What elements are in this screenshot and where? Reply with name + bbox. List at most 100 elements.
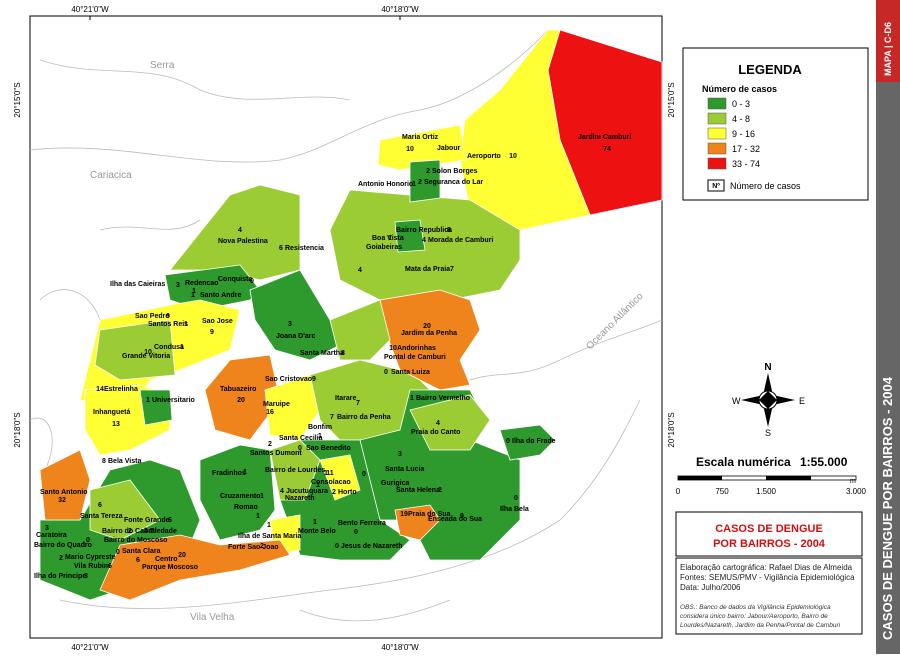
neighborhood-cases: 2 [128,528,132,535]
scale-tick-label: 1.500 [756,487,777,496]
legend-class-label: 17 - 32 [732,144,760,154]
neighborhood-name: Jardim Camburi [578,134,631,141]
neighborhood-cases: 0 [514,495,518,502]
neighborhood-name: Mata da Praia [405,266,450,273]
legend-class-label: 9 - 16 [732,129,755,139]
neighborhood-name: Pontal de Camburi [384,354,446,361]
neighborhood-cases: 0 [116,549,120,556]
neighborhood-name: Bela Vista [108,458,141,465]
neighborhood-name: Santa Martha [300,350,344,357]
scale-unit: m [850,478,856,485]
neighborhood-cases: 16 [266,409,274,416]
neighborhood-name: Sao Jose [202,318,233,325]
neighborhood-cases: 1 [316,482,320,489]
neighborhood-cases: 7 [450,266,454,273]
coordinate-label: 40°21'0"W [71,643,109,652]
neighborhood-name: Joana D'arc [276,333,316,340]
legend-symbol-label: Número de casos [730,181,801,191]
neighborhood-cases: 2 [268,441,272,448]
compass-e: E [799,396,805,406]
coordinate-label: 20°15'0"S [13,82,22,117]
neighborhood-name: Piedade [150,528,177,535]
neighborhood-name: Bairro Vermelho [416,395,470,402]
neighborhood-cases: 74 [603,146,611,153]
legend-swatch [707,157,727,170]
neighborhood-name: Santo Andre [200,292,241,299]
neighborhood-cases: 10 [406,146,414,153]
neighborhood-cases: 4 [280,488,284,495]
sidebar-code: MAPA | C-D6 [883,22,893,76]
neighborhood-name: Santa Clara [122,548,161,555]
neighborhood-cases: 0 [384,369,388,376]
neighborhood-name: Jardim da Penha [401,330,457,337]
title-line: CASOS DE DENGUE [715,523,823,535]
neighborhood-name: Romao [234,504,258,511]
coordinate-label: 40°21'0"W [71,5,109,14]
neighborhood-name: Redencao [185,280,218,287]
place-label: Vila Velha [190,612,235,623]
neighborhood-cases: 1 [184,321,188,328]
legend-subtitle: Número de casos [702,84,777,94]
neighborhood-cases: 1 [410,395,414,402]
neighborhood-cases: 13 [112,421,120,428]
place-label: Serra [150,60,175,71]
neighborhood-cases: 3 [398,451,402,458]
neighborhood-cases: 8 [447,227,451,234]
neighborhood-name: Andorinhas [397,345,436,352]
coordinate-label: 40°18'0"W [381,643,419,652]
neighborhood-name: Jabour [437,145,461,152]
neighborhood-cases: 6 [108,563,112,570]
compass [741,373,795,427]
scale-tick-label: 750 [715,487,729,496]
neighborhood-name: Bairro da Penha [337,414,391,421]
neighborhood-name: Santa Cecilia [279,435,323,442]
neighborhood-name: Cruzamento [220,493,260,500]
neighborhood-cases: 20 [237,397,245,404]
neighborhood-name: Nova Palestina [218,238,268,245]
neighborhood-name: Ilha do Frade [512,438,556,445]
neighborhood-cases: 1 [267,522,271,529]
neighborhood-name: Fradinhos [212,470,246,477]
neighborhood-cases: 2 [418,179,422,186]
neighborhood-name: Bairro de Lourdes [265,467,325,474]
neighborhood-cases: 1 [412,181,416,188]
neighborhood-name: Santa Helena [396,487,440,494]
neighborhood-cases: 9 [166,313,170,320]
neighborhood-cases: 1 [180,344,184,351]
neighborhood-cases: 2 [332,489,336,496]
neighborhood-name: Santos Dumont [250,450,302,457]
neighborhood-cases: 1 [146,397,150,404]
neighborhood-name: Mario Cypreste [65,554,116,561]
neighborhood-name: Goiabeiras [366,244,402,251]
neighborhood-cases: 0 [298,445,302,452]
neighborhood-cases: 4 [144,528,148,535]
neighborhood-cases: 0 [335,543,339,550]
neighborhood-cases: 0 [460,513,464,520]
obs-line: Lourdes/Nazareth, Jardim da Penha/Pontal… [680,622,841,629]
scale-ratio: 1:55.000 [800,455,848,469]
neighborhood-cases: 19 [400,511,408,518]
neighborhood-name: Jesus de Nazareth [341,543,402,550]
sidebar [876,0,900,654]
neighborhood-name: Bairro do Quadro [34,542,92,549]
neighborhood-name: Estrelinha [104,386,138,393]
credit-line: Fontes: SEMUS/PMV - Vigilância Epidemiol… [680,573,855,582]
neighborhood-name: Ilha do Principe [34,573,86,580]
scale-title: Escala numérica [696,455,791,469]
neighborhood-name: Enseada do Sua [428,516,482,523]
neighborhood-name: Morada de Camburi [428,237,493,244]
legend-swatch [707,127,727,140]
neighborhood-cases: 1 [82,542,86,549]
neighborhood-name: Centro [155,556,178,563]
neighborhood-name: Bonfim [308,424,332,431]
neighborhood-cases: 6 [136,557,140,564]
neighborhood-name: Forte Sao Joao [228,544,279,551]
obs-line: OBS.: Banco de dados da Vigilância Epide… [680,604,831,611]
neighborhood-name: Consolacao [311,479,351,486]
neighborhood-name: Tabuazeiro [220,386,256,393]
neighborhood-name: Solon Borges [432,168,478,175]
legend-swatch [707,112,727,125]
neighborhood-name: Santos Reis [148,321,188,328]
compass-w: W [732,396,741,406]
neighborhood-cases: 14 [96,386,104,393]
